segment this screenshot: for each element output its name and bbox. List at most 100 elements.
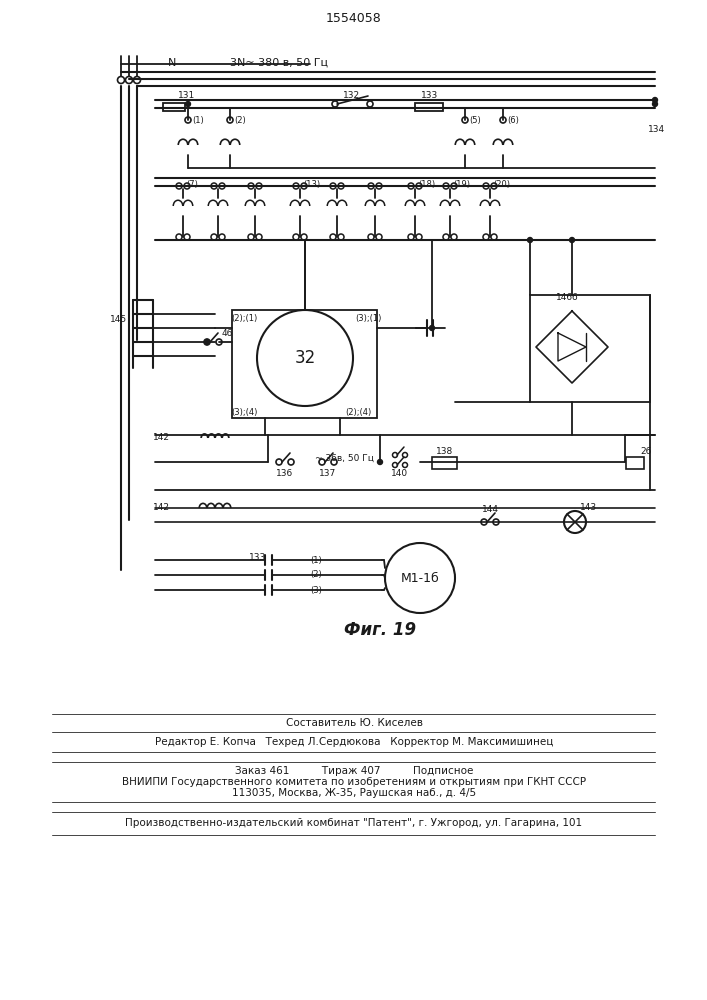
Text: (3);(1): (3);(1) — [355, 314, 381, 324]
Circle shape — [451, 183, 457, 189]
Circle shape — [653, 98, 658, 103]
Text: 143: 143 — [580, 504, 597, 512]
Text: (1): (1) — [310, 556, 322, 564]
Text: (3): (3) — [310, 585, 322, 594]
Text: 145: 145 — [110, 316, 127, 324]
Circle shape — [248, 234, 254, 240]
Circle shape — [338, 183, 344, 189]
Circle shape — [184, 183, 190, 189]
Circle shape — [204, 339, 210, 345]
Circle shape — [176, 183, 182, 189]
Circle shape — [256, 183, 262, 189]
Text: Производственно-издательский комбинат "Патент", г. Ужгород, ул. Гагарина, 101: Производственно-издательский комбинат "П… — [125, 818, 583, 828]
Circle shape — [256, 234, 262, 240]
Circle shape — [481, 519, 487, 525]
Circle shape — [367, 101, 373, 107]
Circle shape — [653, 102, 658, 106]
Text: 142: 142 — [153, 504, 170, 512]
Bar — [415, 103, 443, 111]
Text: Редактор Е. Копча   Техред Л.Сердюкова   Корректор М. Максимишинец: Редактор Е. Копча Техред Л.Сердюкова Кор… — [155, 737, 553, 747]
Text: (2): (2) — [310, 570, 322, 580]
Circle shape — [483, 183, 489, 189]
Circle shape — [451, 234, 457, 240]
Circle shape — [126, 77, 132, 84]
Circle shape — [185, 117, 191, 123]
Circle shape — [301, 183, 307, 189]
Circle shape — [331, 459, 337, 465]
Bar — [530, 295, 650, 402]
Text: 46: 46 — [222, 330, 233, 338]
Circle shape — [564, 511, 586, 533]
Circle shape — [443, 183, 449, 189]
Text: 140: 140 — [392, 470, 409, 479]
Text: 138: 138 — [436, 448, 454, 456]
Circle shape — [483, 234, 489, 240]
Text: (2): (2) — [234, 115, 246, 124]
Circle shape — [219, 234, 225, 240]
Text: 144: 144 — [481, 506, 498, 514]
Circle shape — [293, 234, 299, 240]
Circle shape — [330, 183, 336, 189]
Circle shape — [491, 183, 497, 189]
Circle shape — [500, 117, 506, 123]
Text: ~ 36в, 50 Гц: ~ 36в, 50 Гц — [315, 454, 374, 462]
Circle shape — [211, 183, 217, 189]
Text: (6): (6) — [507, 115, 519, 124]
Circle shape — [134, 77, 141, 84]
Text: 26: 26 — [640, 448, 651, 456]
Text: (13): (13) — [303, 180, 320, 188]
Circle shape — [429, 326, 435, 330]
Circle shape — [301, 234, 307, 240]
Text: Заказ 461          Тираж 407          Подписное: Заказ 461 Тираж 407 Подписное — [235, 766, 473, 776]
Text: (2);(4): (2);(4) — [345, 408, 371, 418]
Text: 32: 32 — [294, 349, 315, 367]
Circle shape — [248, 183, 254, 189]
Circle shape — [184, 234, 190, 240]
Bar — [432, 457, 457, 469]
Text: 131: 131 — [178, 92, 195, 101]
Text: 1554058: 1554058 — [326, 11, 382, 24]
Text: 3N~ 380 в, 50 Гц: 3N~ 380 в, 50 Гц — [230, 58, 328, 68]
Text: N: N — [168, 58, 176, 68]
Text: (5): (5) — [469, 115, 481, 124]
Circle shape — [319, 459, 325, 465]
Circle shape — [368, 183, 374, 189]
Bar — [626, 457, 644, 469]
Text: 133: 133 — [421, 92, 438, 101]
Circle shape — [219, 183, 225, 189]
Circle shape — [408, 234, 414, 240]
Circle shape — [288, 459, 294, 465]
Circle shape — [376, 234, 382, 240]
Circle shape — [378, 460, 382, 464]
Circle shape — [570, 237, 575, 242]
Text: 113035, Москва, Ж-35, Раушская наб., д. 4/5: 113035, Москва, Ж-35, Раушская наб., д. … — [232, 788, 476, 798]
Text: (7): (7) — [186, 180, 198, 188]
Circle shape — [117, 77, 124, 84]
Circle shape — [368, 234, 374, 240]
Circle shape — [443, 234, 449, 240]
Text: 133: 133 — [250, 554, 267, 562]
Circle shape — [211, 234, 217, 240]
Circle shape — [416, 234, 422, 240]
Text: ВНИИПИ Государственного комитета по изобретениям и открытиям при ГКНТ СССР: ВНИИПИ Государственного комитета по изоб… — [122, 777, 586, 787]
Text: 137: 137 — [320, 468, 337, 478]
Text: 132: 132 — [344, 92, 361, 101]
Text: 146б: 146б — [556, 294, 578, 302]
Circle shape — [204, 340, 209, 344]
Circle shape — [330, 234, 336, 240]
Circle shape — [402, 462, 407, 468]
Text: (2);(1): (2);(1) — [231, 314, 257, 324]
Circle shape — [216, 339, 222, 345]
Circle shape — [493, 519, 499, 525]
Text: (19): (19) — [453, 180, 470, 188]
Circle shape — [491, 234, 497, 240]
Text: (20): (20) — [493, 180, 510, 188]
Circle shape — [332, 101, 338, 107]
Text: Фиг. 19: Фиг. 19 — [344, 621, 416, 639]
Circle shape — [402, 452, 407, 458]
Text: (1): (1) — [192, 115, 204, 124]
Circle shape — [293, 183, 299, 189]
Circle shape — [392, 462, 397, 468]
Text: 142: 142 — [153, 434, 170, 442]
Circle shape — [338, 234, 344, 240]
